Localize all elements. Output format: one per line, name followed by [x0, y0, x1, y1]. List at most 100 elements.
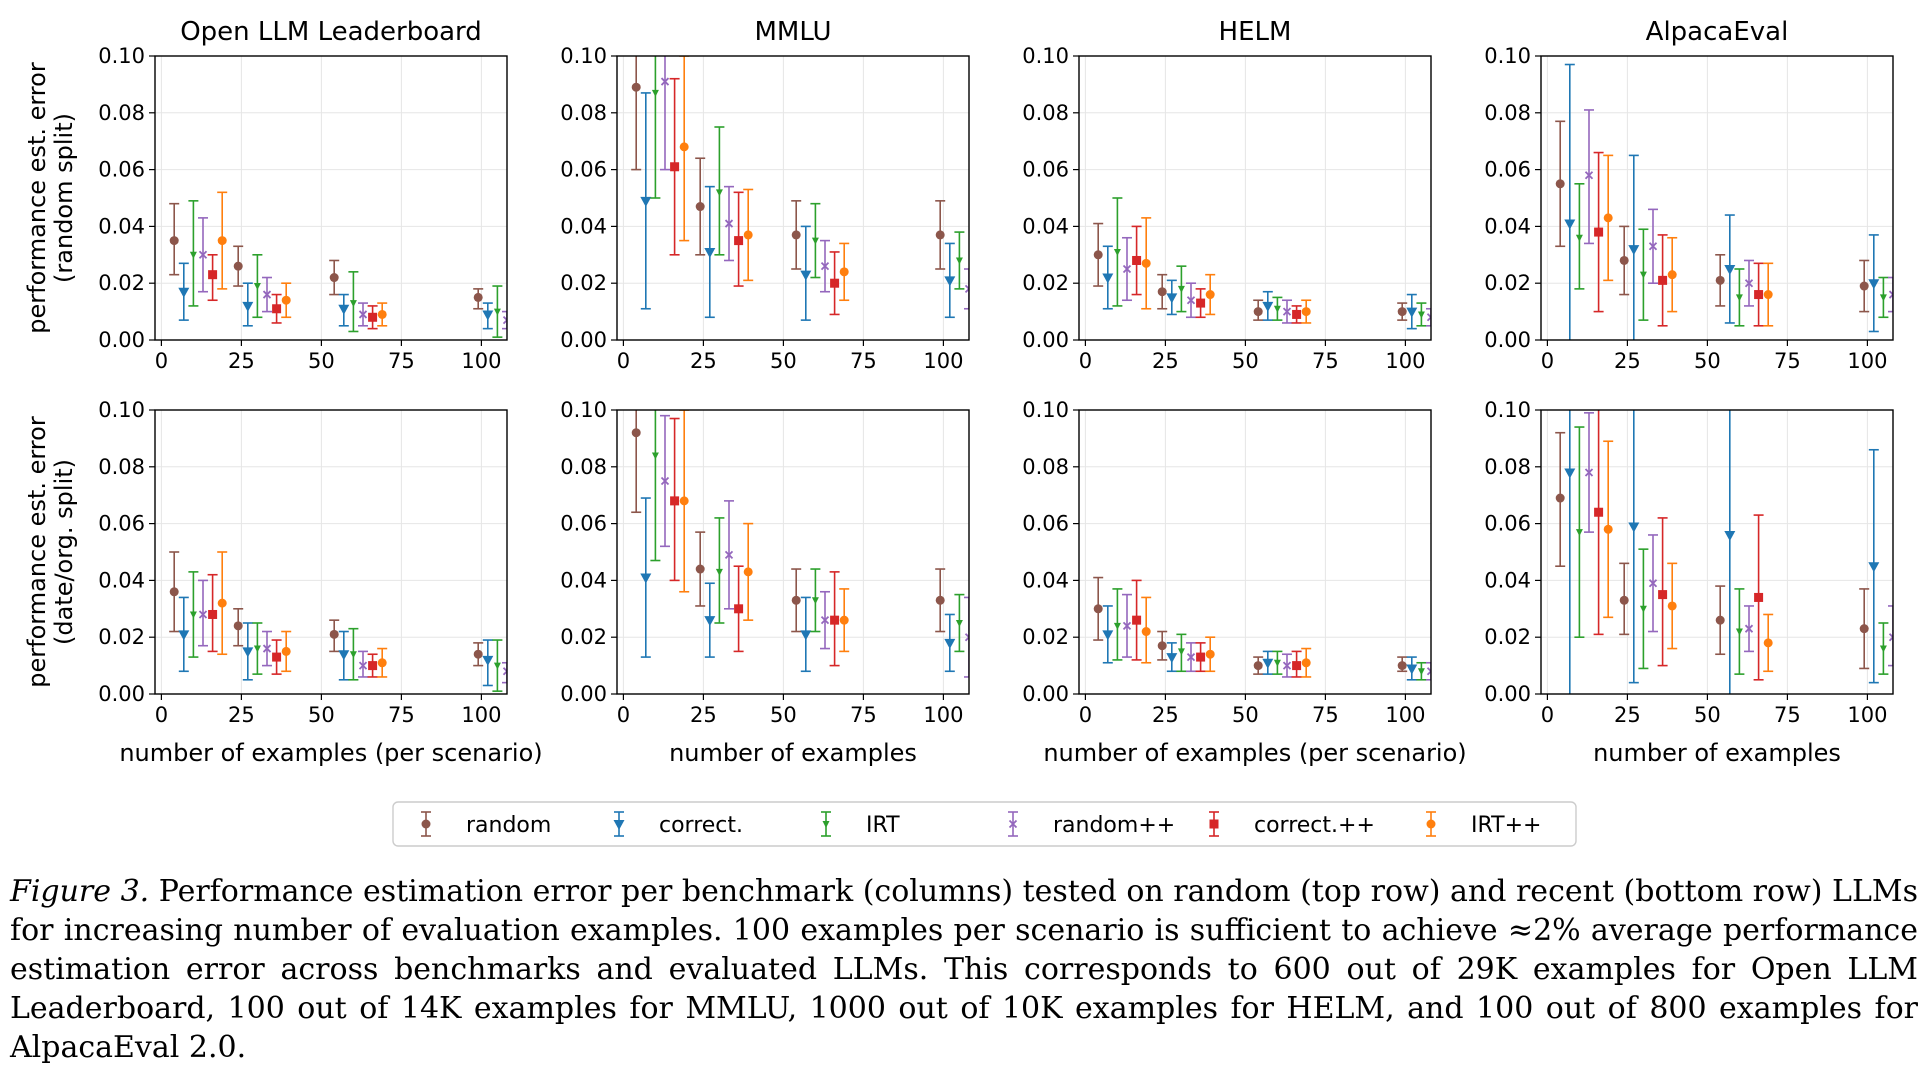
y-tick-label: 0.04: [560, 568, 607, 592]
point-irt: [1417, 668, 1425, 676]
point-irt-pp: [1908, 301, 1917, 310]
panel-plot-area: [169, 191, 531, 338]
point-random-pp: [1282, 307, 1292, 316]
point-irt: [1273, 305, 1281, 313]
y-tick-label: 0.04: [98, 214, 145, 238]
point-irt-pp: [1603, 524, 1613, 534]
series-irt: [1574, 183, 1889, 327]
series-correct-pp: [669, 417, 840, 667]
point-correct: [338, 650, 350, 661]
series-correct: [1102, 245, 1418, 330]
point-random: [1859, 281, 1869, 291]
series-random: [169, 202, 484, 310]
x-tick-label: 0: [1541, 349, 1554, 373]
series-irt-pp: [1141, 596, 1455, 678]
point-random: [1157, 287, 1167, 297]
panel-r0c2: 0 25 50 75 100 0.00 0.02 0.04 0.06 0.08 0.10: [1022, 44, 1432, 373]
series-random-pp: [198, 579, 507, 684]
point-correct: [178, 287, 190, 298]
point-correct: [1868, 279, 1880, 290]
y-tick-label: 0.08: [560, 101, 607, 125]
panel-r0c0: 0 25 50 75 100 0.00 0.02 0.04 0.06 0.08 0.10: [98, 44, 531, 373]
x-tick-label: 50: [1232, 349, 1259, 373]
point-irt: [349, 651, 357, 659]
x-tick-label: 50: [1694, 703, 1721, 727]
point-random-pp: [502, 667, 507, 676]
point-irt: [349, 300, 357, 308]
series-irt: [188, 571, 503, 692]
point-correct: [242, 301, 254, 312]
point-irt-pp: [1763, 290, 1773, 300]
point-correct: [178, 630, 190, 641]
legend-marker-correct: [613, 820, 625, 830]
legend-box: [392, 801, 1577, 847]
series-random-pp: [1122, 593, 1431, 681]
point-irt: [955, 257, 963, 265]
point-random-pp: [198, 610, 208, 619]
point-irt-pp: [281, 646, 291, 656]
legend-label-irt-pp: IRT++: [1471, 813, 1541, 838]
x-tick-label: 0: [1541, 703, 1554, 727]
x-tick-label: 25: [1152, 703, 1179, 727]
x-tick-label: 25: [1614, 703, 1641, 727]
point-correct: [1262, 658, 1274, 669]
point-irt-pp: [522, 316, 531, 325]
y-tick-label: 0.02: [1484, 271, 1531, 295]
y-tick-label: 0.02: [560, 625, 607, 649]
point-irt: [715, 189, 723, 197]
panel-frame: [616, 409, 970, 695]
point-correct-pp: [272, 304, 282, 314]
point-correct: [1102, 273, 1114, 284]
point-random: [695, 202, 705, 212]
point-irt-pp: [743, 230, 753, 240]
point-correct: [1564, 468, 1576, 479]
point-random-pp: [660, 476, 670, 486]
panel-plot-area: [169, 551, 531, 692]
y-tick-label: 0.00: [98, 682, 145, 706]
series-random: [1093, 222, 1408, 321]
point-correct-pp: [1754, 290, 1764, 300]
series-random: [631, 56, 946, 270]
point-random-pp: [1648, 242, 1658, 251]
y-tick-label: 0.06: [560, 158, 607, 182]
point-correct: [1724, 265, 1736, 275]
y-tick-label: 0.00: [1484, 328, 1531, 352]
y-tick-label: 0.00: [560, 328, 607, 352]
y-tick-label: 0.06: [98, 512, 145, 536]
x-tick-label: 25: [690, 703, 717, 727]
point-random-pp: [964, 284, 969, 294]
point-correct-pp: [1658, 275, 1668, 285]
point-irt-pp: [1141, 627, 1151, 637]
x-tick-label: 75: [1312, 349, 1339, 373]
x-tick-label: 0: [617, 349, 630, 373]
point-correct: [1406, 664, 1418, 675]
y-tick-label: 0.10: [1022, 398, 1069, 422]
series-irt: [1574, 426, 1889, 675]
point-correct-pp: [208, 270, 218, 280]
point-irt-pp: [1446, 667, 1455, 676]
point-random-pp: [1584, 171, 1594, 180]
point-random: [329, 629, 339, 639]
point-correct-pp: [368, 661, 378, 671]
series-irt-pp: [1603, 154, 1917, 327]
point-random: [791, 595, 801, 605]
x-tick-label: 50: [308, 703, 335, 727]
panel-grid: [1079, 409, 1431, 695]
y-tick-label: 0.00: [1484, 682, 1531, 706]
y-tick-label: 0.04: [1022, 568, 1069, 592]
series-correct: [640, 92, 956, 321]
x-tick-label: 50: [770, 703, 797, 727]
point-irt-pp: [1908, 647, 1917, 656]
y-tick-label: 0.08: [1022, 101, 1069, 125]
column-title: Open LLM Leaderboard: [180, 17, 482, 47]
y-tick-label: 0.10: [560, 398, 607, 422]
point-irt-pp: [743, 567, 753, 577]
point-random: [791, 230, 801, 240]
panel-grid: [617, 55, 969, 341]
point-random-pp: [1744, 279, 1754, 288]
series-random: [631, 410, 946, 633]
x-tick-label: 100: [1847, 703, 1887, 727]
y-tick-label: 0.08: [560, 455, 607, 479]
point-irt-pp: [522, 664, 531, 673]
y-tick-label: 0.00: [1022, 328, 1069, 352]
